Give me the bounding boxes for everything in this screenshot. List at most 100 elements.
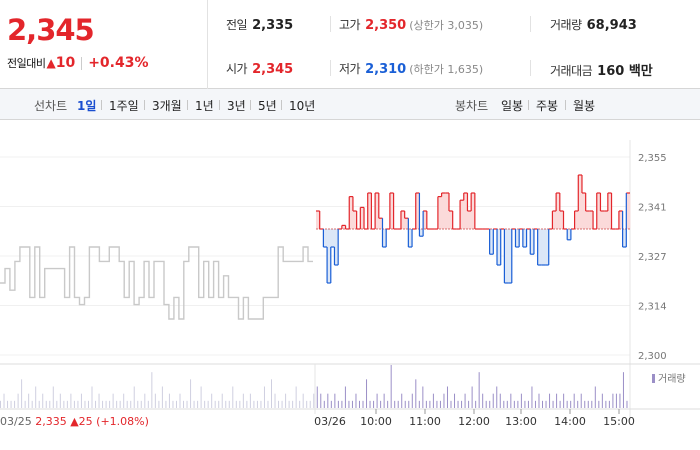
y-tick-label: 2,314 xyxy=(638,302,667,313)
volume-bar xyxy=(228,400,230,408)
divider xyxy=(187,100,188,110)
up-fill xyxy=(604,211,609,229)
tab-1-year[interactable]: 1년 xyxy=(195,99,214,113)
volume-bar xyxy=(503,400,505,408)
tab-1-day[interactable]: 1일 xyxy=(77,99,97,113)
volume-bar xyxy=(126,400,128,408)
volume-bar xyxy=(172,400,174,408)
volume-value: 68,943 xyxy=(586,18,637,33)
volume-bar xyxy=(461,400,463,408)
volume-bar xyxy=(137,400,139,408)
up-fill xyxy=(574,211,579,229)
down-fill xyxy=(419,229,424,237)
volume-bar xyxy=(524,400,526,408)
tab-weekly-candle[interactable]: 주봉 xyxy=(536,99,559,113)
volume-bar xyxy=(221,393,223,408)
down-fill xyxy=(515,229,520,247)
volume-bar xyxy=(186,400,188,408)
volume-legend-swatch xyxy=(652,374,655,383)
volume-bar xyxy=(471,386,473,408)
volume-bar xyxy=(292,400,294,408)
x-tick-label: 13:00 xyxy=(505,415,537,428)
volume-bar xyxy=(587,400,589,408)
tab-5-years[interactable]: 5년 xyxy=(258,99,277,113)
upper-limit: (상한가 3,035) xyxy=(409,19,484,32)
volume-bar xyxy=(211,393,213,408)
volume-bar xyxy=(446,386,448,408)
tab-monthly-candle[interactable]: 월봉 xyxy=(573,99,596,113)
divider xyxy=(219,100,220,110)
volume-bar xyxy=(295,386,297,408)
up-fill xyxy=(460,200,465,229)
up-fill xyxy=(552,211,557,229)
volume-bar xyxy=(542,400,544,408)
volume-bar xyxy=(249,393,251,408)
up-fill xyxy=(596,193,601,229)
high-label: 고가 xyxy=(339,18,361,32)
divider xyxy=(330,16,331,32)
trade-amount: 거래대금 160 백만 xyxy=(550,60,653,79)
change-percent: +0.43% xyxy=(88,55,149,71)
volume-bar xyxy=(348,400,350,408)
volume-bar xyxy=(482,393,484,408)
up-fill xyxy=(341,225,346,229)
tab-10-years[interactable]: 10년 xyxy=(289,99,316,113)
volume-bar xyxy=(45,400,47,408)
up-fill xyxy=(437,196,442,229)
price-chart[interactable]: 2,355 2,341 2,327 2,314 2,300 거래량 03/26 10:00… xyxy=(0,120,700,450)
volume-bar xyxy=(316,386,318,408)
volume-bar xyxy=(193,400,195,408)
volume-bar xyxy=(612,393,614,408)
chart-period-tabs: 선차트 1일 1주일 3개월 1년 3년 5년 10년 봉차트 일봉 주봉 월봉 xyxy=(0,89,700,120)
volume-bar xyxy=(527,400,529,408)
volume-bar xyxy=(622,372,624,408)
tab-3-months[interactable]: 3개월 xyxy=(152,99,182,113)
up-fill xyxy=(445,193,450,229)
volume-bar xyxy=(439,400,441,408)
volume-bar xyxy=(24,400,26,408)
volume-bar xyxy=(63,400,65,408)
tab-1-week[interactable]: 1주일 xyxy=(109,99,139,113)
volume-bar xyxy=(436,400,438,408)
volume-bar xyxy=(626,400,628,408)
high-price: 고가 2,350 (상한가 3,035) xyxy=(339,16,483,33)
volume-bar xyxy=(116,400,118,408)
volume-bar xyxy=(123,393,125,408)
tab-3-years[interactable]: 3년 xyxy=(227,99,246,113)
divider xyxy=(528,100,529,110)
low-value: 2,310 xyxy=(365,62,407,77)
volume-bar xyxy=(246,400,248,408)
volume-bar xyxy=(225,400,227,408)
up-fill xyxy=(581,193,586,229)
down-fill xyxy=(541,229,546,265)
prev-day-summary: 03/25 2,335 ▲25 (+1.08%) xyxy=(0,415,149,428)
volume-bar xyxy=(17,393,19,408)
volume-bar xyxy=(59,393,61,408)
up-fill xyxy=(316,211,320,229)
tab-daily-candle[interactable]: 일봉 xyxy=(501,99,524,113)
volume-bar xyxy=(513,400,515,408)
volume-bar xyxy=(302,393,304,408)
volume-bar xyxy=(253,400,255,408)
volume-bar xyxy=(394,400,396,408)
volume-bar xyxy=(183,400,185,408)
change-row: 전일대비 ▲ 10 +0.43% xyxy=(7,55,149,71)
volume-bar xyxy=(468,400,470,408)
volume-bar xyxy=(38,400,40,408)
up-fill xyxy=(415,193,420,229)
open-price: 시가 2,345 xyxy=(226,60,293,77)
up-fill xyxy=(471,193,476,229)
volume-bar xyxy=(285,393,287,408)
price-summary: 2,345 전일대비 ▲ 10 +0.43% xyxy=(0,0,208,89)
volume-bar xyxy=(397,400,399,408)
volume-bar xyxy=(605,400,607,408)
volume-bar xyxy=(242,393,244,408)
down-fill xyxy=(497,229,502,265)
volume-bar xyxy=(545,400,547,408)
up-fill xyxy=(367,193,372,229)
line-chart-label: 선차트 xyxy=(34,99,68,113)
up-fill xyxy=(626,193,631,229)
volume-bar xyxy=(10,400,12,408)
volume-bar xyxy=(387,400,389,408)
volume-bar xyxy=(615,393,617,408)
